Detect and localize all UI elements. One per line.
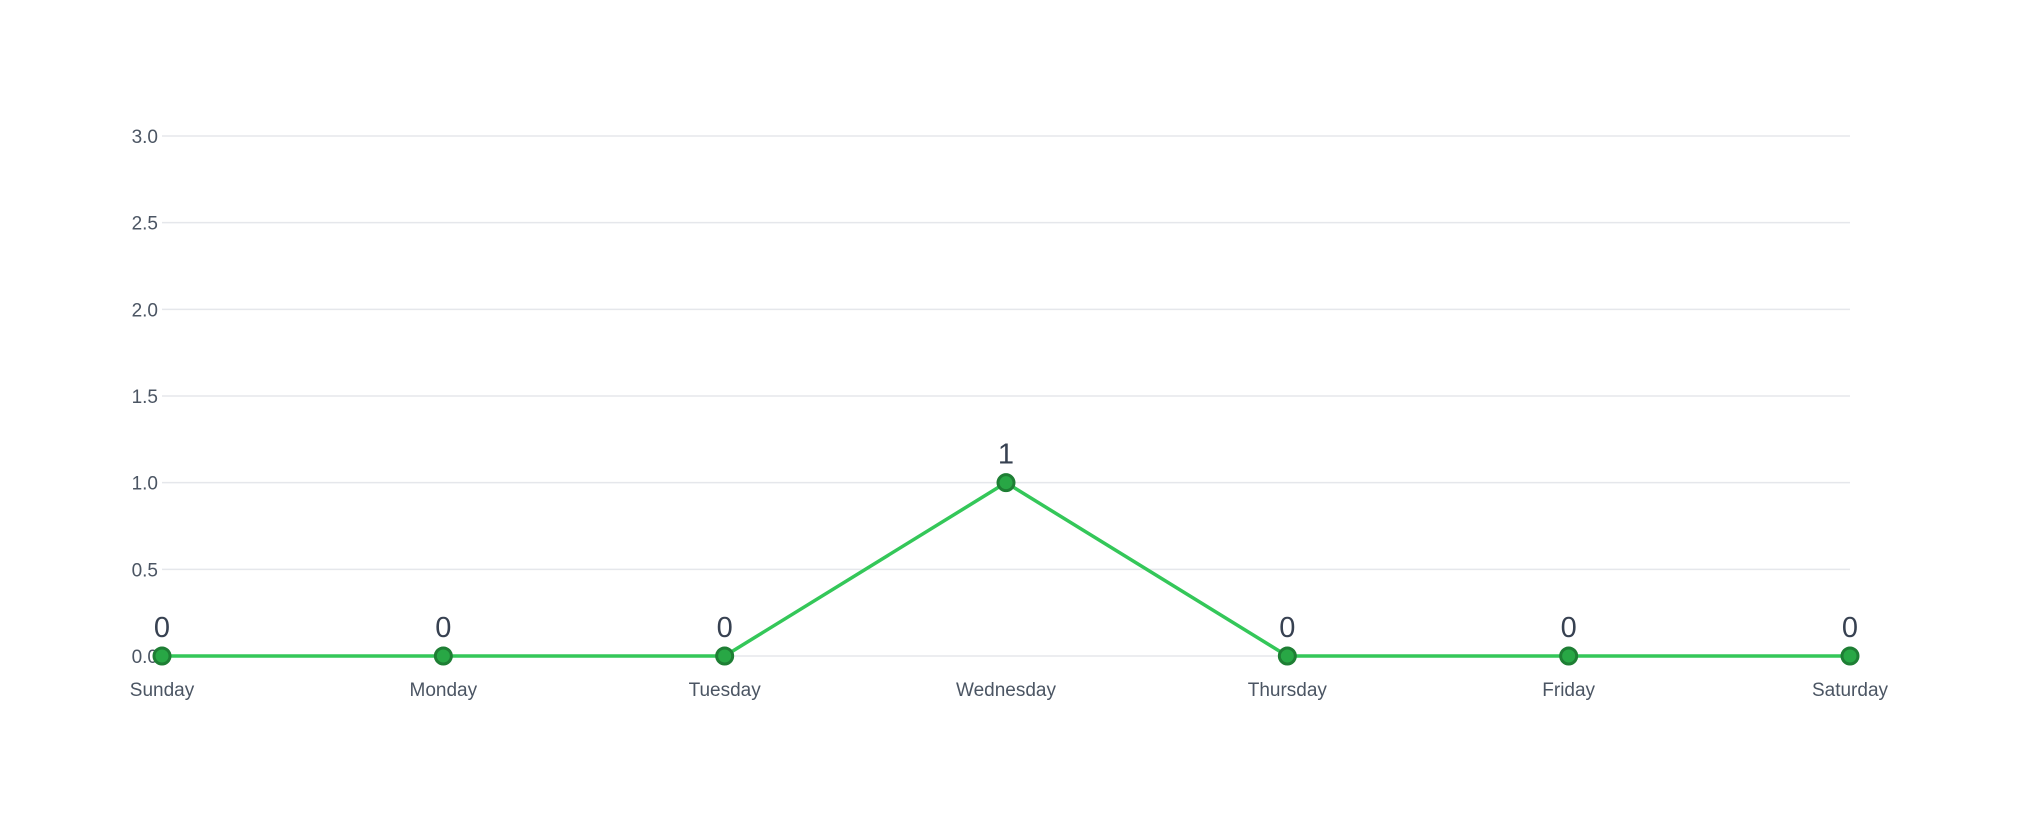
data-point	[1840, 646, 1860, 666]
data-label: 0	[1279, 612, 1295, 644]
x-tick-label: Saturday	[1812, 680, 1889, 701]
x-tick-label: Wednesday	[956, 680, 1056, 701]
data-label: 0	[154, 612, 170, 644]
y-tick-label: 0.5	[132, 560, 158, 581]
data-point	[1559, 646, 1579, 666]
data-label: 0	[1561, 612, 1577, 644]
y-tick-label: 1.0	[132, 474, 158, 495]
x-tick-label: Monday	[410, 680, 478, 701]
x-tick-label: Sunday	[130, 680, 195, 701]
data-label: 0	[717, 612, 733, 644]
x-tick-label: Friday	[1542, 680, 1595, 701]
y-tick-label: 1.5	[132, 387, 158, 408]
data-point	[152, 646, 172, 666]
data-point	[715, 646, 735, 666]
y-tick-label: 3.0	[132, 127, 158, 148]
data-point	[433, 646, 453, 666]
data-label: 0	[1842, 612, 1858, 644]
data-point	[1277, 646, 1297, 666]
x-tick-label: Thursday	[1248, 680, 1328, 701]
y-tick-label: 0.0	[132, 647, 158, 668]
data-point	[996, 473, 1016, 493]
y-tick-label: 2.5	[132, 214, 158, 235]
data-label: 1	[998, 439, 1014, 471]
data-label: 0	[435, 612, 451, 644]
y-tick-label: 2.0	[132, 300, 158, 321]
x-tick-label: Tuesday	[689, 680, 762, 701]
